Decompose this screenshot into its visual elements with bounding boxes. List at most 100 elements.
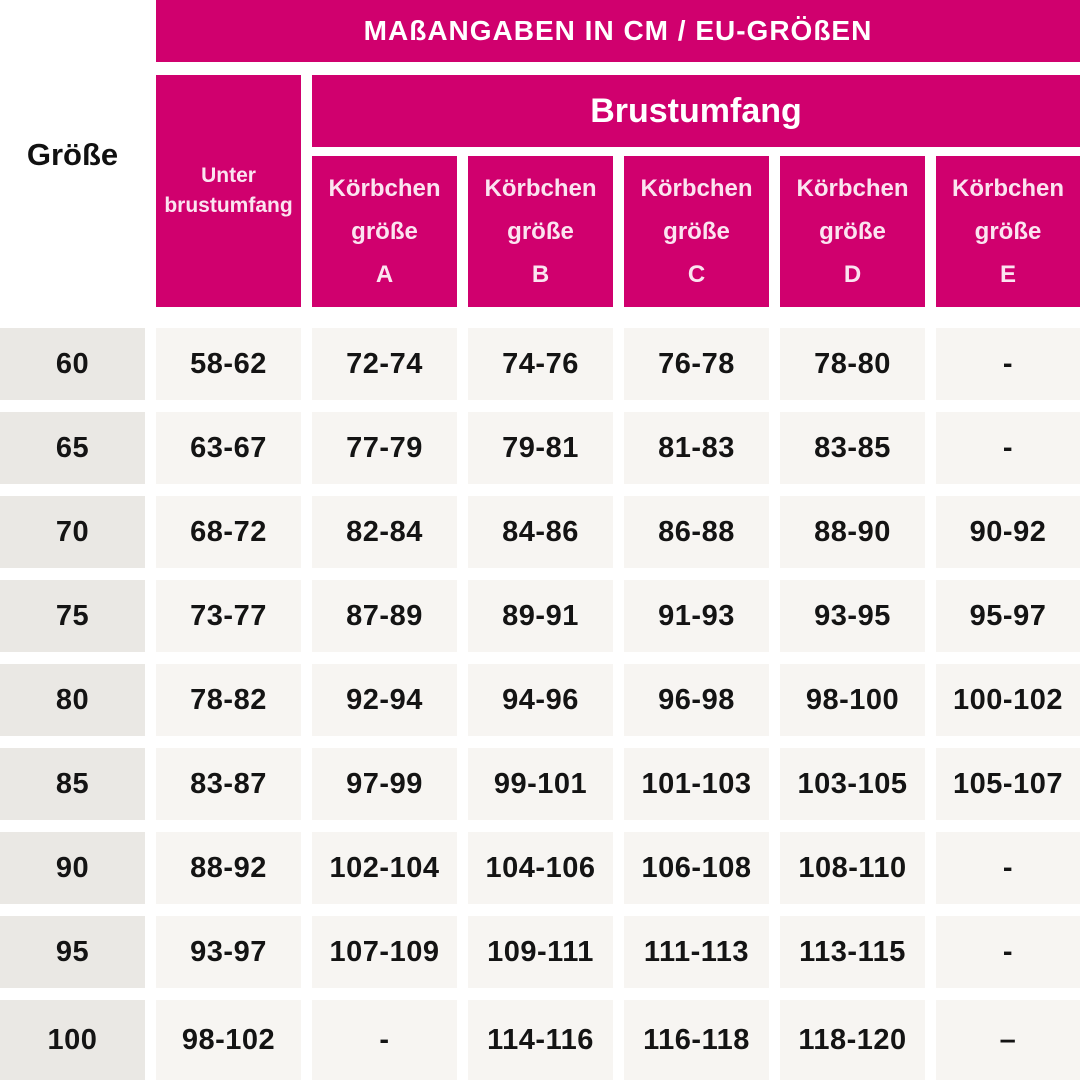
table-row: 100 98-102-114-116 116-118 118-120– bbox=[0, 1000, 1080, 1080]
measurement-cell: 74-76 bbox=[468, 328, 613, 400]
measurement-cell: 76-78 bbox=[624, 328, 769, 400]
table-rows: 60 58-62 72-74 74-76 76-78 78-80-65 63-67 77-79… bbox=[0, 328, 1080, 1080]
bust-group-header-label: Brustumfang bbox=[590, 91, 802, 130]
measurement-cell: 98-100 bbox=[780, 664, 925, 736]
measurement-cell: 87-89 bbox=[312, 580, 457, 652]
row-size-label: 70 bbox=[0, 496, 145, 568]
measurement-cell: 101-103 bbox=[624, 748, 769, 820]
row-size-label: 90 bbox=[0, 832, 145, 904]
measurement-cell: 94-96 bbox=[468, 664, 613, 736]
cup-header-line2: größe bbox=[974, 217, 1042, 245]
measurement-cell: 78-82 bbox=[156, 664, 301, 736]
measurement-cell: 91-93 bbox=[624, 580, 769, 652]
measurement-cell: 63-67 bbox=[156, 412, 301, 484]
measurement-cell: 89-91 bbox=[468, 580, 613, 652]
measurement-cell: 78-80 bbox=[780, 328, 925, 400]
measurement-cell: 114-116 bbox=[468, 1000, 613, 1080]
cup-size-header: Körbchen größe D bbox=[780, 156, 925, 307]
measurement-cell: 104-106 bbox=[468, 832, 613, 904]
measurement-cell: 81-83 bbox=[624, 412, 769, 484]
measurement-cell: 88-92 bbox=[156, 832, 301, 904]
cup-header-line2: größe bbox=[507, 217, 574, 245]
table-row: 65 63-67 77-79 79-81 81-83 83-85- bbox=[0, 412, 1080, 484]
table-row: 70 68-72 82-84 84-86 86-88 88-90 90-92 bbox=[0, 496, 1080, 568]
table-header: Größe Unter brustumfang Brustumfang Körb… bbox=[0, 75, 1080, 307]
cup-size-header: Körbchen größe A bbox=[312, 156, 457, 307]
size-column-header-label: Größe bbox=[26, 137, 119, 172]
table-row: 80 78-82 92-94 94-96 96-98 98-100 100-102 bbox=[0, 664, 1080, 736]
cup-header-letter: A bbox=[375, 261, 394, 289]
bust-group-header: Brustumfang bbox=[312, 75, 1080, 147]
cup-header-line1: Körbchen bbox=[796, 174, 909, 202]
row-size-label: 95 bbox=[0, 916, 145, 988]
measurement-cell: - bbox=[936, 832, 1080, 904]
cup-header-line2: größe bbox=[663, 217, 730, 245]
measurement-cell: 97-99 bbox=[312, 748, 457, 820]
table-row: 95 93-97 107-109 109-111 111-113 113-115- bbox=[0, 916, 1080, 988]
measurement-cell: - bbox=[936, 916, 1080, 988]
measurement-cell: 68-72 bbox=[156, 496, 301, 568]
cup-size-header: Körbchen größe E bbox=[936, 156, 1080, 307]
cup-header-line1: Körbchen bbox=[328, 174, 441, 202]
measurement-cell: 72-74 bbox=[312, 328, 457, 400]
measurement-cell: 111-113 bbox=[624, 916, 769, 988]
measurement-cell: - bbox=[936, 328, 1080, 400]
measurement-cell: 113-115 bbox=[780, 916, 925, 988]
row-size-label: 65 bbox=[0, 412, 145, 484]
underbust-column-header: Unter brustumfang bbox=[156, 75, 301, 307]
measurement-cell: 58-62 bbox=[156, 328, 301, 400]
measurement-cell: 99-101 bbox=[468, 748, 613, 820]
measurement-cell: 100-102 bbox=[936, 664, 1080, 736]
table-row: 75 73-77 87-89 89-91 91-93 93-95 95-97 bbox=[0, 580, 1080, 652]
measurement-cell: 84-86 bbox=[468, 496, 613, 568]
measurement-cell: 82-84 bbox=[312, 496, 457, 568]
measurement-cell: 83-87 bbox=[156, 748, 301, 820]
cup-size-header: Körbchen größe C bbox=[624, 156, 769, 307]
cup-header-letter: D bbox=[843, 261, 862, 289]
measurement-cell: 79-81 bbox=[468, 412, 613, 484]
cup-header-letter: B bbox=[531, 261, 550, 289]
table-row: 85 83-87 97-99 99-101 101-103 103-105 105-107 bbox=[0, 748, 1080, 820]
bust-header-area: Brustumfang Körbchen größe A Körbchen größe B… bbox=[312, 75, 1080, 307]
title-bar: MAßANGABEN IN CM / EU-GRÖßEN bbox=[156, 0, 1080, 62]
measurement-cell: 105-107 bbox=[936, 748, 1080, 820]
size-column-header: Größe bbox=[0, 75, 145, 307]
cup-header-line1: Körbchen bbox=[951, 174, 1064, 202]
cup-size-header: Körbchen größe B bbox=[468, 156, 613, 307]
cup-header-line2: größe bbox=[819, 217, 886, 245]
measurement-cell: 118-120 bbox=[780, 1000, 925, 1080]
measurement-cell: 73-77 bbox=[156, 580, 301, 652]
measurement-cell: 77-79 bbox=[312, 412, 457, 484]
cup-header-line1: Körbchen bbox=[640, 174, 753, 202]
measurement-cell: 83-85 bbox=[780, 412, 925, 484]
underbust-label-line1: Unter bbox=[201, 163, 256, 187]
measurement-cell: 96-98 bbox=[624, 664, 769, 736]
measurement-cell: – bbox=[936, 1000, 1080, 1080]
measurement-cell: 103-105 bbox=[780, 748, 925, 820]
row-size-label: 60 bbox=[0, 328, 145, 400]
table-row: 90 88-92 102-104 104-106 106-108 108-110- bbox=[0, 832, 1080, 904]
measurement-cell: 92-94 bbox=[312, 664, 457, 736]
table-row: 60 58-62 72-74 74-76 76-78 78-80- bbox=[0, 328, 1080, 400]
row-size-label: 85 bbox=[0, 748, 145, 820]
measurement-cell: 106-108 bbox=[624, 832, 769, 904]
measurement-cell: 107-109 bbox=[312, 916, 457, 988]
row-size-label: 100 bbox=[0, 1000, 145, 1080]
cup-header-line2: größe bbox=[351, 217, 418, 245]
page-title: MAßANGABEN IN CM / EU-GRÖßEN bbox=[363, 15, 873, 46]
measurement-cell: 108-110 bbox=[780, 832, 925, 904]
measurement-cell: 98-102 bbox=[156, 1000, 301, 1080]
cup-size-headers: Körbchen größe A Körbchen größe B Körbchen größ… bbox=[312, 156, 1080, 307]
cup-header-letter: E bbox=[999, 261, 1016, 289]
underbust-label-line2: brustumfang bbox=[164, 194, 293, 217]
measurement-cell: 102-104 bbox=[312, 832, 457, 904]
cup-header-line1: Körbchen bbox=[484, 174, 597, 202]
measurement-cell: 86-88 bbox=[624, 496, 769, 568]
measurement-cell: 93-95 bbox=[780, 580, 925, 652]
measurement-cell: 90-92 bbox=[936, 496, 1080, 568]
measurement-cell: 109-111 bbox=[468, 916, 613, 988]
measurement-cell: 95-97 bbox=[936, 580, 1080, 652]
measurement-cell: 88-90 bbox=[780, 496, 925, 568]
row-size-label: 80 bbox=[0, 664, 145, 736]
